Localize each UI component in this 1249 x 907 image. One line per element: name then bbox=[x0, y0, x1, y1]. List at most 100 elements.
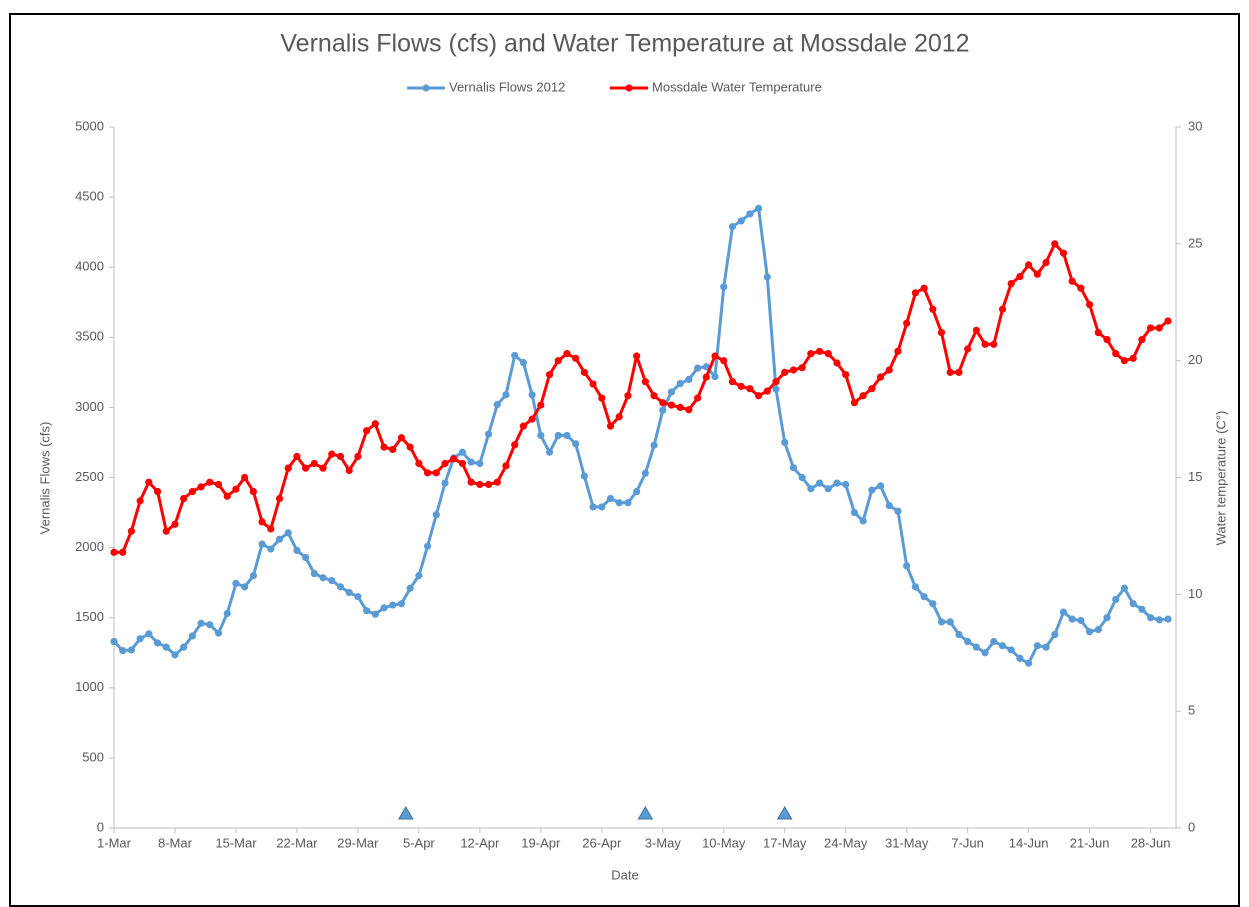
data-point bbox=[1007, 646, 1015, 654]
data-point bbox=[964, 637, 972, 646]
data-point bbox=[336, 452, 345, 461]
data-point bbox=[441, 479, 449, 487]
data-point bbox=[1033, 270, 1041, 278]
chart-border bbox=[9, 13, 1240, 907]
data-point bbox=[659, 406, 667, 414]
data-point bbox=[537, 431, 545, 440]
data-point bbox=[746, 210, 754, 218]
data-point bbox=[1068, 615, 1076, 623]
data-point bbox=[842, 480, 850, 489]
data-point bbox=[833, 479, 841, 487]
data-point bbox=[136, 635, 144, 643]
data-point bbox=[772, 385, 780, 393]
data-point bbox=[781, 438, 789, 447]
data-point bbox=[519, 358, 528, 367]
x-tick-label: 5-Apr bbox=[403, 835, 435, 850]
data-point bbox=[955, 630, 963, 639]
data-point bbox=[511, 441, 519, 449]
data-point bbox=[998, 305, 1007, 313]
x-tick-label: 7-Jun bbox=[951, 835, 984, 850]
data-point bbox=[694, 364, 702, 372]
data-point bbox=[519, 422, 528, 430]
data-point bbox=[119, 647, 127, 655]
data-point bbox=[1146, 614, 1155, 622]
data-point bbox=[241, 473, 249, 482]
data-point bbox=[1138, 336, 1146, 344]
data-point bbox=[807, 350, 815, 358]
data-point bbox=[197, 619, 205, 627]
data-point bbox=[650, 441, 658, 449]
data-point bbox=[493, 478, 501, 486]
data-point bbox=[676, 379, 684, 388]
data-point bbox=[667, 388, 676, 396]
data-point bbox=[484, 430, 493, 438]
data-point bbox=[580, 368, 588, 376]
data-point bbox=[903, 562, 911, 570]
data-point bbox=[868, 486, 876, 494]
data-point bbox=[868, 385, 876, 393]
data-point bbox=[232, 485, 240, 493]
data-point bbox=[815, 479, 824, 487]
data-point bbox=[1051, 240, 1059, 248]
data-point bbox=[667, 401, 676, 409]
data-point bbox=[188, 487, 196, 496]
data-point bbox=[650, 392, 658, 400]
data-point bbox=[136, 497, 144, 505]
data-point bbox=[850, 399, 859, 407]
data-point bbox=[563, 350, 571, 358]
data-point bbox=[328, 576, 336, 585]
data-point bbox=[876, 482, 885, 490]
data-point bbox=[450, 455, 458, 463]
series-line bbox=[114, 242, 1169, 554]
data-point bbox=[1016, 272, 1024, 281]
data-point bbox=[1103, 614, 1111, 622]
event-marker bbox=[397, 805, 414, 820]
data-point bbox=[1094, 626, 1102, 634]
x-tick-label: 28-Jun bbox=[1131, 835, 1171, 850]
data-point bbox=[554, 357, 562, 365]
data-point bbox=[798, 473, 806, 482]
y2-tick-label: 5 bbox=[1188, 703, 1195, 718]
x-tick-label: 10-May bbox=[702, 835, 746, 850]
data-point bbox=[162, 643, 170, 651]
data-point bbox=[406, 443, 414, 451]
data-point bbox=[833, 359, 841, 367]
data-point bbox=[920, 284, 928, 292]
data-point bbox=[955, 368, 963, 376]
data-point bbox=[1112, 350, 1120, 358]
data-point bbox=[781, 368, 789, 376]
data-point bbox=[363, 607, 371, 615]
data-point bbox=[363, 427, 371, 435]
data-point bbox=[763, 273, 771, 281]
y-tick-label: 1500 bbox=[75, 609, 104, 624]
data-point bbox=[249, 487, 257, 496]
legend-label: Vernalis Flows 2012 bbox=[449, 79, 565, 94]
data-point bbox=[1120, 357, 1129, 365]
data-point bbox=[476, 459, 484, 468]
data-point bbox=[990, 340, 998, 348]
y2-tick-label: 15 bbox=[1188, 469, 1202, 484]
data-point bbox=[572, 354, 580, 362]
data-point bbox=[589, 503, 597, 511]
data-point bbox=[380, 604, 388, 612]
data-point bbox=[223, 609, 231, 618]
data-point bbox=[476, 480, 484, 489]
data-point bbox=[415, 459, 423, 468]
data-point bbox=[720, 283, 728, 291]
data-point bbox=[1016, 654, 1024, 662]
y-tick-label: 3000 bbox=[75, 399, 104, 414]
data-point bbox=[153, 639, 162, 647]
data-point bbox=[1164, 317, 1172, 325]
data-point bbox=[180, 494, 188, 503]
data-point bbox=[1094, 329, 1102, 337]
data-point bbox=[528, 391, 536, 399]
data-point bbox=[336, 583, 345, 591]
data-point bbox=[859, 392, 867, 400]
data-point bbox=[354, 452, 362, 461]
data-point bbox=[389, 445, 397, 454]
data-point bbox=[964, 345, 972, 353]
data-point bbox=[929, 305, 937, 313]
x-tick-label: 3-May bbox=[645, 835, 682, 850]
data-point bbox=[493, 400, 501, 409]
data-point bbox=[937, 618, 946, 626]
